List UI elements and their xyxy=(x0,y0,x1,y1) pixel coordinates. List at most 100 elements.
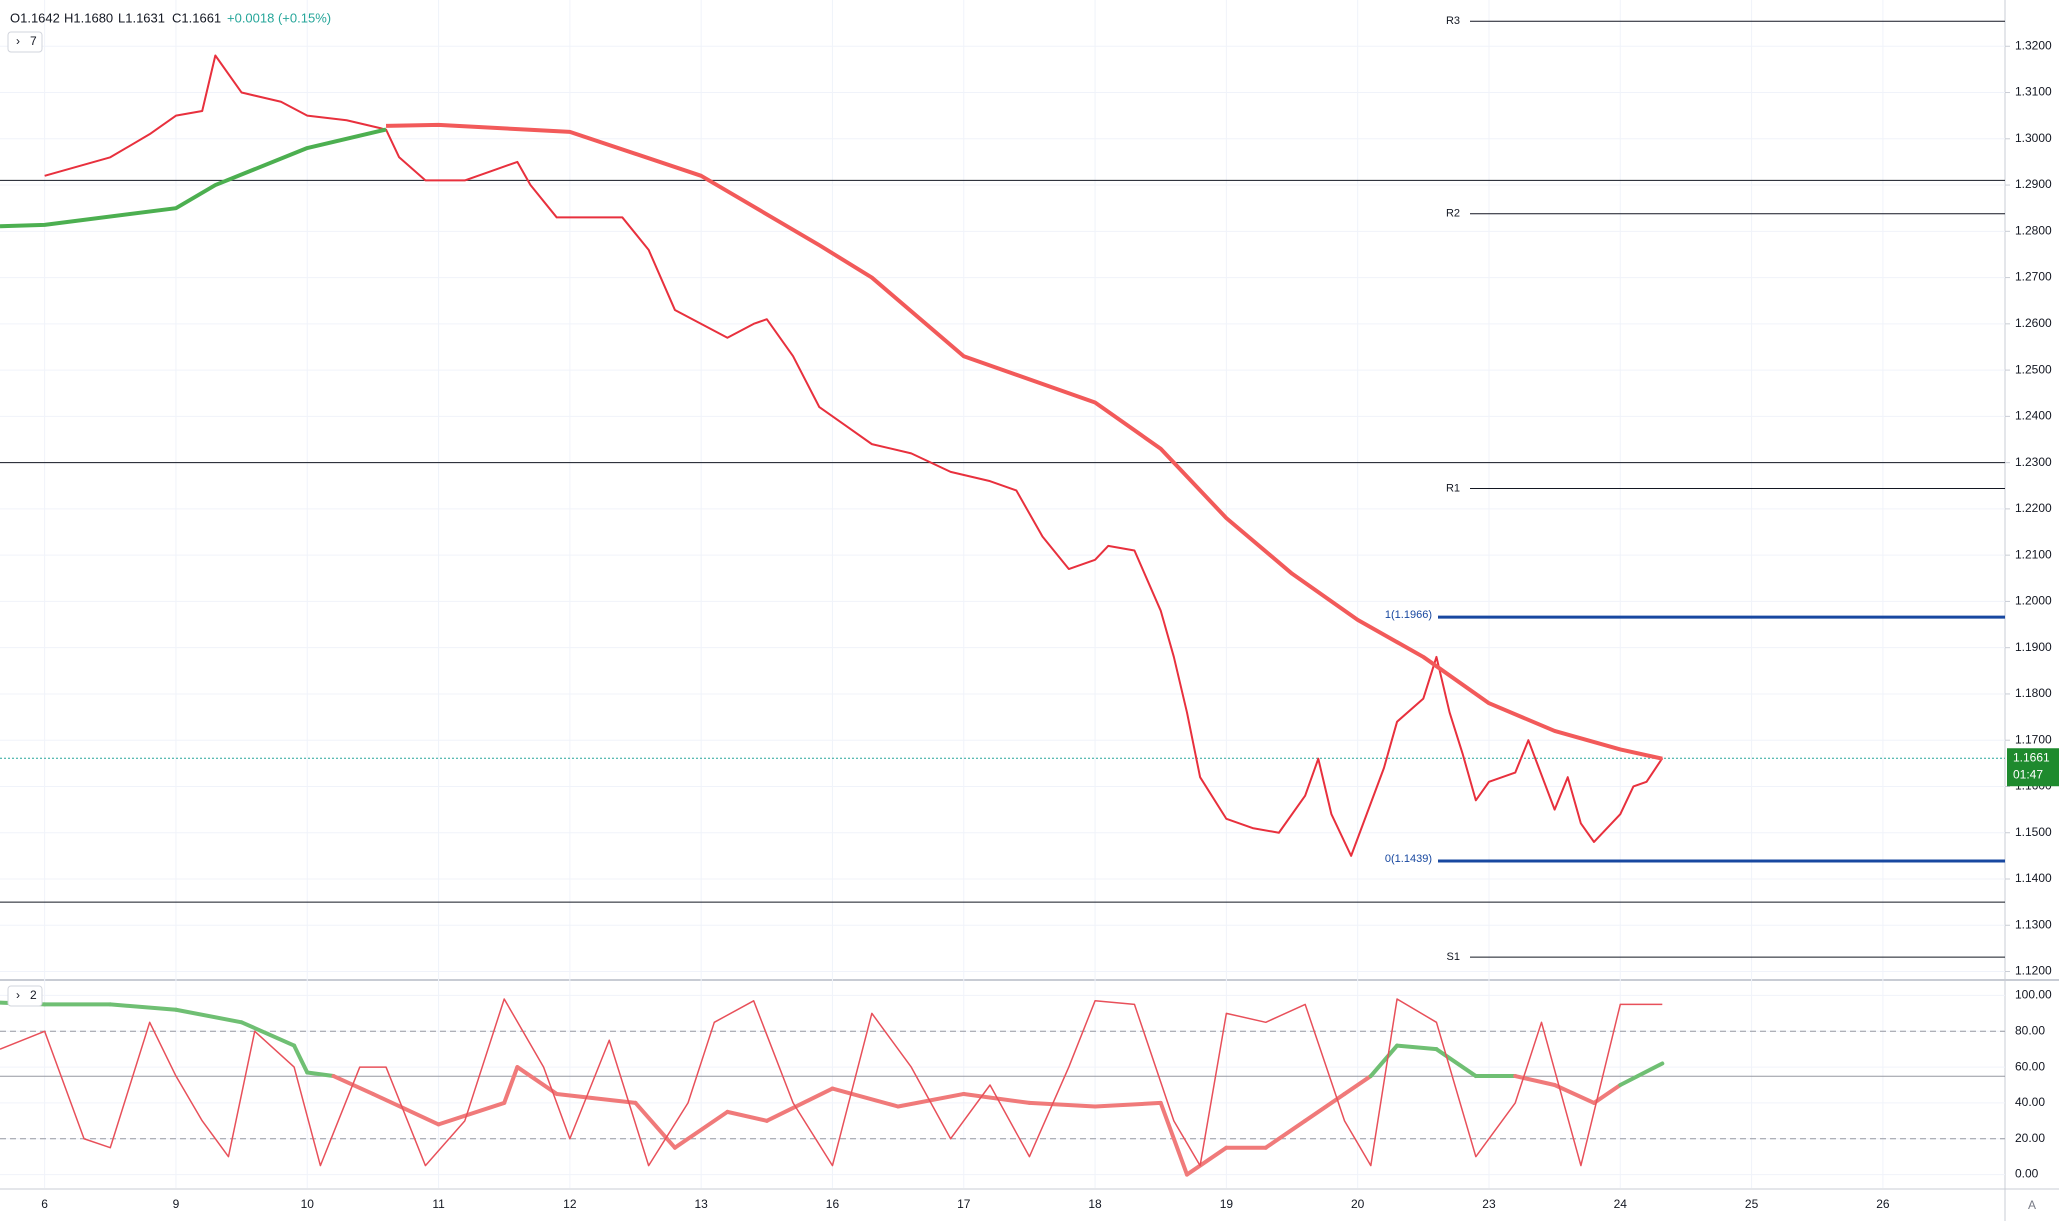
badge-count: 7 xyxy=(30,34,37,48)
osc-segment xyxy=(830,1086,901,1109)
x-tick-label: 13 xyxy=(694,1197,708,1211)
osc-segment xyxy=(292,1043,310,1075)
y-tick-label: 1.3100 xyxy=(2015,85,2052,99)
y-tick-label: 1.2100 xyxy=(2015,547,2052,561)
osc-segment xyxy=(108,1002,178,1012)
y-tick-label: 1.1300 xyxy=(2015,917,2052,931)
x-tick-label: 11 xyxy=(432,1197,445,1211)
change-label: +0.0018 (+0.15%) xyxy=(227,10,331,25)
x-tick-label: 26 xyxy=(1876,1197,1890,1211)
y-tick-label: 1.3000 xyxy=(2015,131,2052,145)
countdown-label: 01:47 xyxy=(2013,767,2043,781)
y-tick-label: 1.2500 xyxy=(2015,362,2052,376)
series-line xyxy=(0,127,387,229)
plot xyxy=(0,54,1665,1177)
y-tick-label: 1.3200 xyxy=(2015,38,2052,52)
osc-segment xyxy=(1093,1100,1163,1109)
osc-tick-label: 40.00 xyxy=(2015,1095,2045,1109)
series-line xyxy=(385,122,1663,761)
x-tick-label: 10 xyxy=(301,1197,315,1211)
x-tick-label: 20 xyxy=(1351,1197,1365,1211)
y-tick-label: 1.1400 xyxy=(2015,871,2052,885)
x-tick-label: 16 xyxy=(826,1197,840,1211)
x-tick-label: 17 xyxy=(957,1197,971,1211)
levels: R3 R2 R1 S1 1(1.1966) 0(1.1439) xyxy=(0,15,2005,963)
low-label: L1.1631 xyxy=(118,10,165,25)
y-tick-label: 1.1700 xyxy=(2015,732,2052,746)
y-tick-label: 1.2800 xyxy=(2015,223,2052,237)
y-tick-label: 1.2000 xyxy=(2015,594,2052,608)
y-tick-label: 1.2200 xyxy=(2015,501,2052,515)
indicator-toggle[interactable]: › 2 xyxy=(7,985,43,1007)
x-tick-label: 19 xyxy=(1220,1197,1234,1211)
pivot-label: R3 xyxy=(1446,15,1460,27)
last-price-label: 1.1661 xyxy=(2013,750,2050,764)
osc-tick-label: 20.00 xyxy=(2015,1131,2045,1145)
y-tick-label: 1.1500 xyxy=(2015,825,2052,839)
x-tick-label: 9 xyxy=(173,1197,180,1211)
series-line xyxy=(44,54,1664,857)
y-tick-label: 1.2900 xyxy=(2015,177,2052,191)
badge[interactable] xyxy=(7,985,43,1007)
badge-count: 2 xyxy=(30,988,37,1002)
fib-label: 0(1.1439) xyxy=(1385,853,1432,865)
osc-segment xyxy=(1303,1091,1347,1123)
x-tick-label: 24 xyxy=(1614,1197,1628,1211)
osc-tick-label: 0.00 xyxy=(2015,1167,2039,1181)
osc-segment xyxy=(502,1065,520,1105)
osc-segment xyxy=(239,1020,297,1048)
fib-label: 1(1.1966) xyxy=(1385,609,1432,621)
grid xyxy=(0,0,2005,1188)
osc-segment xyxy=(1395,1043,1439,1052)
auto-scale-button[interactable]: A xyxy=(2028,1198,2036,1212)
y-tick-label: 1.1200 xyxy=(2015,964,2052,978)
pivot-label: R2 xyxy=(1446,208,1460,220)
close-label: C1.1661 xyxy=(172,10,221,25)
osc-segment xyxy=(1513,1074,1557,1087)
y-tick-label: 1.1900 xyxy=(2015,640,2052,654)
chevron: › xyxy=(16,988,20,1002)
osc-segment xyxy=(764,1086,835,1123)
last-price-box xyxy=(2007,748,2059,787)
osc-segment xyxy=(672,1109,730,1150)
badge[interactable] xyxy=(7,31,43,53)
osc-segment xyxy=(1552,1083,1597,1105)
open-label: O1.1642 xyxy=(10,10,60,25)
osc-segment xyxy=(554,1091,638,1105)
y-tick-label: 1.2400 xyxy=(2015,409,2052,423)
x-tick-label: 18 xyxy=(1088,1197,1102,1211)
indicator-toggle[interactable]: › 7 xyxy=(7,31,43,53)
osc-segment xyxy=(1158,1100,1189,1177)
osc-segment xyxy=(173,1007,244,1025)
osc-segment xyxy=(1027,1100,1098,1109)
osc-segment xyxy=(896,1091,966,1109)
osc-segment xyxy=(1184,1145,1229,1177)
high-label: H1.1680 xyxy=(64,10,113,25)
y-tick-label: 1.2600 xyxy=(2015,316,2052,330)
axes: 6 9 10 11 12 13 16 17 18 19 20 23 24 25 26 1.1200 1.1300… xyxy=(41,38,2059,1211)
x-tick-label: 25 xyxy=(1745,1197,1759,1211)
pivot-label: R1 xyxy=(1446,482,1460,494)
osc-tick-label: 100.00 xyxy=(2015,988,2052,1002)
osc-segment xyxy=(1368,1043,1400,1079)
osc-segment xyxy=(1618,1061,1665,1087)
osc-segment xyxy=(370,1091,441,1127)
x-tick-label: 12 xyxy=(563,1197,577,1211)
pivot-label: S1 xyxy=(1447,951,1460,963)
osc-segment xyxy=(1592,1083,1623,1105)
y-tick-label: 1.2700 xyxy=(2015,270,2052,284)
osc-segment xyxy=(1342,1074,1373,1096)
osc-segment xyxy=(633,1100,677,1150)
osc-segment xyxy=(725,1109,769,1123)
series-line xyxy=(0,998,1663,1167)
osc-segment xyxy=(436,1100,507,1127)
x-tick-label: 6 xyxy=(41,1197,48,1211)
chevron: › xyxy=(16,34,20,48)
osc-segment xyxy=(1263,1118,1308,1150)
y-tick-label: 1.1800 xyxy=(2015,686,2052,700)
osc-tick-label: 80.00 xyxy=(2015,1023,2045,1037)
osc-segment xyxy=(1434,1047,1478,1079)
y-tick-label: 1.2300 xyxy=(2015,455,2052,469)
